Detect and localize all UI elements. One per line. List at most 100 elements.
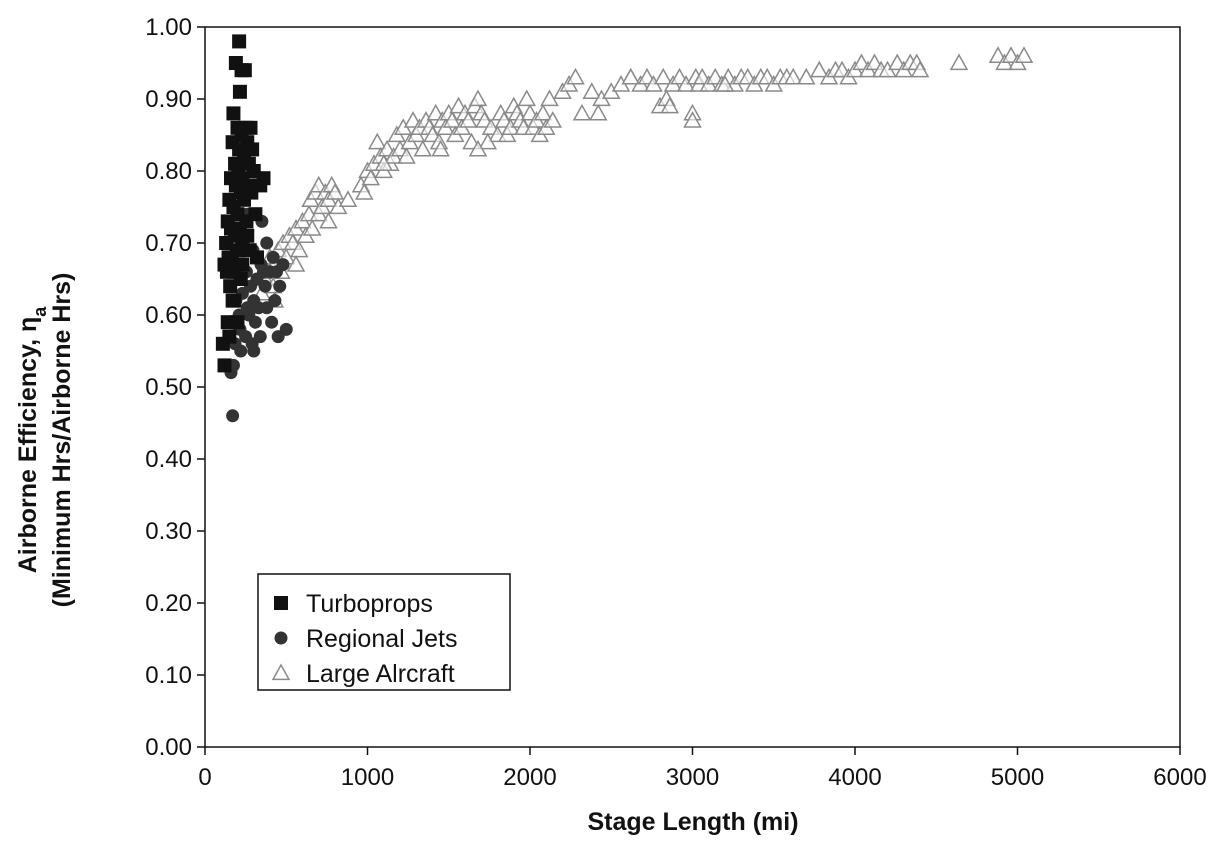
data-point	[796, 67, 816, 85]
data-point	[286, 255, 306, 272]
data-point	[240, 228, 255, 243]
data-point	[533, 103, 553, 121]
data-point	[245, 142, 260, 157]
data-point	[517, 89, 537, 107]
data-point	[442, 111, 462, 128]
data-point	[582, 82, 602, 99]
y-axis-title: Airborne Efficiency, ηa (Minimum Hrs/Air…	[14, 273, 76, 608]
data-point	[566, 67, 585, 85]
data-point	[289, 240, 309, 258]
data-point	[226, 409, 240, 423]
data-point	[234, 344, 248, 358]
legend: Turboprops Regional Jets Large Alrcraft	[257, 573, 511, 691]
data-point	[413, 139, 433, 157]
data-point	[949, 53, 969, 71]
series-large-alrcraft	[252, 46, 1034, 308]
data-point	[226, 106, 241, 121]
data-point	[621, 67, 641, 85]
data-point	[247, 344, 261, 358]
x-tick-label: 3000	[666, 764, 719, 791]
y-tick-label: 0.40	[145, 446, 192, 473]
data-point	[458, 111, 478, 128]
data-point	[431, 139, 450, 157]
data-point	[715, 75, 735, 92]
data-point	[338, 190, 358, 207]
x-tick-label: 0	[198, 764, 211, 791]
x-tick-label: 2000	[503, 764, 556, 791]
data-point	[266, 250, 280, 264]
data-point	[809, 60, 829, 78]
data-point	[910, 60, 930, 78]
legend-marker	[271, 663, 291, 681]
y-tick-label: 0.20	[145, 590, 192, 617]
axis-ticks: 0.00 0.10 0.20 0.30 0.40 0.50 0.60 0.70 0.80 0.90…	[145, 14, 1206, 791]
legend-box	[257, 573, 511, 691]
legend-marker	[274, 596, 288, 610]
data-point	[540, 89, 559, 107]
legend-marker	[274, 631, 288, 645]
data-point	[235, 257, 250, 272]
data-point	[276, 258, 290, 272]
legend-label: Turboprops	[306, 590, 433, 618]
x-tick-label: 6000	[1153, 764, 1206, 791]
data-point	[217, 257, 232, 272]
svg-text:Airborne Efficiency, ηa: Airborne Efficiency, ηa	[14, 306, 50, 574]
data-point	[660, 96, 680, 114]
data-point	[265, 315, 279, 329]
x-tick-label: 4000	[828, 764, 881, 791]
y-tick-label: 0.30	[145, 518, 192, 545]
data-point	[232, 84, 247, 99]
y-tick-label: 1.00	[145, 14, 192, 41]
data-point	[783, 67, 803, 85]
data-point	[232, 34, 247, 49]
data-point	[319, 211, 338, 229]
data-point	[227, 293, 242, 308]
data-point	[243, 120, 258, 135]
data-point	[250, 250, 264, 265]
data-point	[268, 294, 282, 308]
data-point	[253, 330, 267, 344]
data-point	[260, 236, 274, 250]
y-axis-title-line2: (Minimum Hrs/Airborne Hrs)	[48, 273, 76, 608]
data-points	[215, 34, 1034, 423]
y-tick-label: 0.00	[145, 734, 192, 761]
data-point	[367, 132, 387, 150]
x-tick-label: 1000	[341, 764, 394, 791]
data-point	[248, 207, 263, 222]
x-tick-label: 5000	[991, 764, 1044, 791]
y-tick-label: 0.80	[145, 158, 192, 185]
data-point	[543, 111, 563, 128]
data-point	[653, 67, 673, 85]
legend-label: Regional Jets	[306, 625, 457, 653]
y-axis-title-line1: Airborne Efficiency, η	[14, 317, 42, 574]
data-point	[325, 183, 345, 200]
y-tick-label: 0.90	[145, 86, 192, 113]
data-point	[1014, 46, 1034, 63]
data-point	[588, 103, 608, 121]
data-point	[468, 89, 488, 107]
data-point	[233, 272, 248, 286]
data-point	[222, 329, 237, 344]
data-point	[223, 279, 238, 294]
data-point	[248, 315, 262, 329]
legend-label: Large Alrcraft	[306, 660, 455, 688]
data-point	[354, 183, 374, 200]
data-point	[683, 111, 702, 128]
y-tick-label: 0.70	[145, 230, 192, 257]
data-point	[217, 358, 232, 373]
data-point	[302, 219, 322, 236]
data-point	[468, 139, 488, 157]
y-tick-label: 0.60	[145, 302, 192, 329]
data-point	[258, 279, 272, 293]
y-tick-label: 0.10	[145, 662, 192, 689]
data-point	[237, 63, 252, 78]
y-tick-label: 0.50	[145, 374, 192, 401]
y-axis-title-subscript: a	[30, 306, 50, 317]
x-axis-title: Stage Length (mi)	[587, 808, 798, 836]
data-point	[230, 315, 245, 330]
data-point	[256, 171, 271, 186]
data-point	[273, 279, 287, 293]
data-point	[397, 147, 416, 164]
